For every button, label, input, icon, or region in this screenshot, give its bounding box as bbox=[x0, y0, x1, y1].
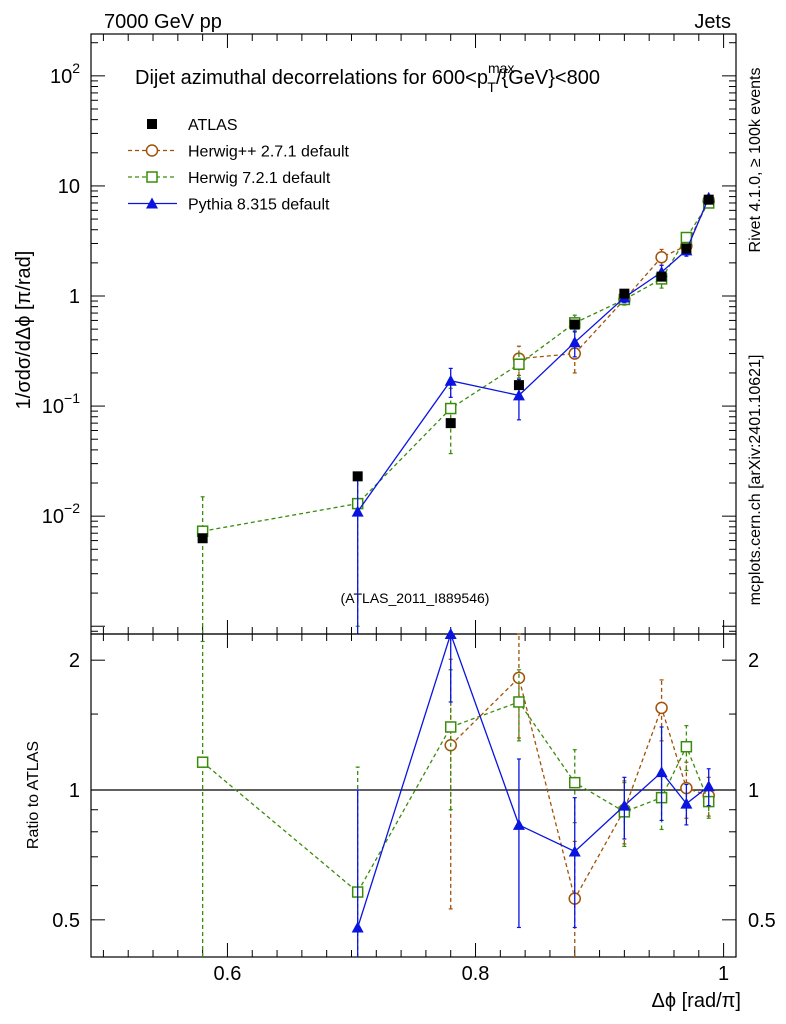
title-sup: max bbox=[488, 60, 514, 76]
title-prefix: Dijet azimuthal decorrelations for 600<p bbox=[135, 67, 488, 89]
main-herwig7-point bbox=[513, 358, 525, 370]
main-atlas-point bbox=[352, 471, 363, 482]
main-panel: 10−2 10−1 1 10 102 bbox=[42, 33, 737, 635]
ratio-herwig7-point bbox=[680, 740, 693, 753]
ratio-herwig7-point bbox=[569, 776, 581, 789]
legend-atlas-marker bbox=[147, 119, 157, 129]
ratio-xtick-label: 0.8 bbox=[462, 963, 490, 985]
ratio-panel: 0.5 0.5 1 1 2 2 0.6 0.8 1 bbox=[52, 628, 776, 985]
main-atlas-point bbox=[569, 319, 580, 330]
ratio-ylabel: Ratio to ATLAS bbox=[25, 741, 42, 849]
ratio-pythia-point bbox=[351, 921, 364, 933]
main-title: Dijet azimuthal decorrelations for 600<p… bbox=[135, 60, 600, 95]
ratio-xlabel: Δϕ [rad/π] bbox=[652, 990, 742, 1012]
main-herwig7-point bbox=[444, 402, 457, 415]
main-herwigpp-line bbox=[518, 200, 710, 360]
ratio-xtick-label: 1 bbox=[718, 963, 729, 985]
ratio-xtick-label: 0.6 bbox=[214, 963, 242, 985]
title-suffix: /{GeV}<800 bbox=[496, 67, 600, 89]
title-sub: T bbox=[487, 79, 496, 95]
main-ylabel: 1/σdσ/dΔϕ [π/rad] bbox=[13, 251, 35, 410]
ratio-pythia-line bbox=[357, 631, 710, 928]
legend-herwig7-label: Herwig 7.2.1 default bbox=[188, 170, 331, 187]
main-pythia-point bbox=[351, 505, 364, 517]
ratio-herwig7-point bbox=[444, 721, 457, 733]
main-ytick-label: 1 bbox=[69, 286, 80, 308]
main-pythia-point bbox=[444, 374, 457, 386]
main-atlas-point bbox=[681, 243, 692, 254]
main-atlas-point bbox=[445, 418, 456, 429]
main-ytick-label: 102 bbox=[50, 60, 80, 88]
main-pythia-point bbox=[512, 389, 525, 401]
main-atlas-point bbox=[619, 288, 630, 299]
ratio-ytick-label-right: 2 bbox=[748, 650, 759, 672]
legend-herwig7-marker bbox=[146, 171, 158, 183]
ratio-herwigpp-point bbox=[655, 701, 668, 715]
main-atlas-point bbox=[703, 194, 714, 205]
ratio-frame bbox=[90, 633, 737, 958]
ratio-ytick-label-right: 0.5 bbox=[748, 910, 776, 932]
ratio-pythia-point bbox=[568, 845, 581, 857]
ratio-herwig7-point bbox=[513, 696, 525, 708]
main-ytick-label: 10−1 bbox=[42, 390, 80, 418]
legend: ATLAS Herwig++ 2.7.1 default Herwig 7.2.1 … bbox=[128, 117, 350, 214]
legend-herwigpp-marker bbox=[145, 144, 159, 157]
ratio-pythia-point bbox=[618, 799, 631, 811]
header-left: 7000 GeV pp bbox=[104, 11, 222, 33]
main-atlas-point bbox=[197, 533, 208, 544]
main-pythia-point bbox=[568, 336, 581, 348]
ratio-ytick-label-left: 2 bbox=[69, 650, 80, 672]
watermark: (ATLAS_2011_I889546) bbox=[341, 590, 490, 606]
side-label-rivet: Rivet 4.1.0, ≥ 100k events bbox=[747, 68, 764, 253]
ratio-ytick-label-right: 1 bbox=[748, 780, 759, 802]
main-atlas-point bbox=[513, 380, 524, 391]
legend-pythia-marker bbox=[146, 197, 158, 209]
main-atlas-point bbox=[656, 271, 667, 282]
main-herwig7-line bbox=[202, 202, 710, 532]
svg-text:Dijet azimuthal decorrelations: Dijet azimuthal decorrelations for 600<p… bbox=[135, 60, 600, 95]
ratio-ytick-label-left: 0.5 bbox=[52, 910, 80, 932]
ratio-herwig7-point bbox=[196, 756, 209, 768]
ratio-pythia-point bbox=[444, 628, 457, 639]
ratio-pythia-point bbox=[680, 797, 693, 809]
side-label-mcplots: mcplots.cern.ch [arXiv:2401.10621] bbox=[747, 355, 764, 606]
legend-pythia-label: Pythia 8.315 default bbox=[188, 197, 330, 214]
main-pythia-line bbox=[357, 197, 710, 512]
ratio-ytick-label-left: 1 bbox=[69, 780, 80, 802]
ratio-pythia-point bbox=[512, 818, 525, 830]
header-right: Jets bbox=[694, 11, 731, 33]
main-herwigpp-point bbox=[655, 250, 668, 264]
legend-herwigpp-label: Herwig++ 2.7.1 default bbox=[188, 144, 350, 161]
ratio-pythia-point bbox=[702, 780, 715, 792]
ratio-pythia-point bbox=[655, 766, 668, 778]
main-ytick-label: 10−2 bbox=[42, 500, 80, 528]
main-ytick-label: 10 bbox=[58, 176, 80, 198]
legend-atlas-label: ATLAS bbox=[188, 117, 238, 134]
